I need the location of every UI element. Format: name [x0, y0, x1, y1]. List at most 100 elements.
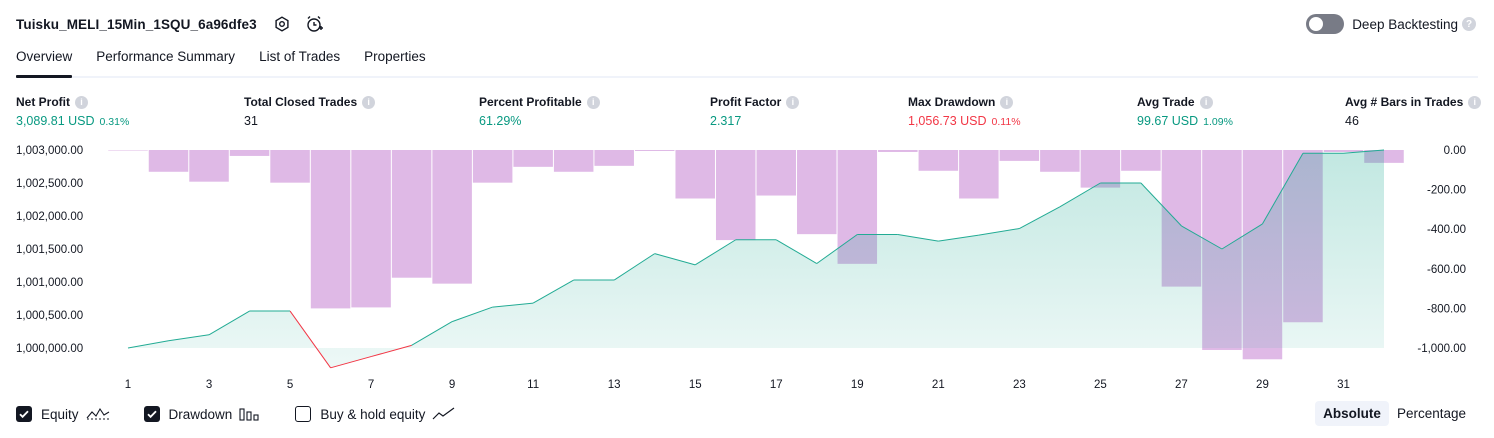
- equity-series: [127, 149, 1385, 369]
- drawdown-bar: [391, 150, 432, 278]
- x-axis: 1 3 5 7 9 11 13 15 17 19 21 23 25 27 29 31: [125, 379, 1350, 391]
- drawdown-bar: [918, 150, 959, 171]
- info-icon[interactable]: i: [362, 95, 376, 109]
- drawdown-bar: [1040, 150, 1080, 172]
- metric-value: 61.29%: [479, 114, 522, 128]
- equity-segment: [776, 239, 818, 264]
- legend-buy-hold[interactable]: Buy & hold equity: [295, 406, 456, 422]
- equity-segment: [127, 340, 169, 349]
- equity-segment: [451, 306, 493, 323]
- equity-segment: [492, 302, 534, 308]
- drawdown-bar: [797, 150, 837, 235]
- settings-icon[interactable]: [271, 13, 293, 35]
- percentage-button[interactable]: Percentage: [1396, 406, 1466, 421]
- left-tick-label: 1,001,500.00: [16, 244, 83, 256]
- equity-segment: [1140, 182, 1182, 227]
- right-tick-label: -400.00: [1427, 224, 1466, 236]
- right-tick-label: 0.00: [1444, 145, 1466, 157]
- left-tick-label: 1,003,000.00: [16, 145, 83, 157]
- equity-line-icon: [86, 407, 110, 421]
- chart-legend: Equity Drawdown Buy & hold equity: [16, 403, 490, 425]
- metric-value: 46: [1345, 114, 1359, 128]
- drawdown-bar: [270, 150, 310, 183]
- metric-value: 3,089.81 USD: [16, 114, 95, 128]
- equity-segment: [208, 310, 250, 336]
- metric-label: Profit Factor: [710, 95, 782, 109]
- tab-properties[interactable]: Properties: [364, 49, 426, 64]
- info-icon[interactable]: i: [1468, 95, 1482, 109]
- strategy-name: Tuisku_MELI_15Min_1SQU_6a96dfe3: [16, 16, 257, 32]
- info-icon[interactable]: i: [1000, 95, 1014, 109]
- drawdown-bar: [472, 150, 513, 183]
- drawdown-bar: [189, 150, 229, 182]
- equity-segment: [938, 234, 979, 242]
- right-tick-label: -800.00: [1427, 303, 1466, 315]
- tab-performance-summary[interactable]: Performance Summary: [96, 49, 236, 64]
- tab-overview[interactable]: Overview: [16, 46, 73, 78]
- metric-label: Avg # Bars in Trades: [1345, 95, 1464, 109]
- info-icon[interactable]: i: [586, 95, 600, 109]
- metric-label: Avg Trade: [1137, 95, 1195, 109]
- metric-label: Percent Profitable: [479, 95, 582, 109]
- equity-segment: [1059, 182, 1101, 208]
- equity-segment: [168, 334, 210, 342]
- equity-checkbox[interactable]: [16, 406, 32, 422]
- equity-segment: [370, 344, 412, 358]
- drawdown-bars-icon: [239, 407, 261, 421]
- equity-segment: [816, 234, 858, 264]
- metric-net-profit: Net Profit i 3,089.81 USD 0.31%: [16, 94, 129, 128]
- x-tick-label: 5: [287, 379, 293, 391]
- legend-equity[interactable]: Equity: [16, 406, 110, 422]
- legend-drawdown[interactable]: Drawdown: [143, 406, 262, 422]
- left-tick-label: 1,002,500.00: [16, 178, 83, 190]
- absolute-button[interactable]: Absolute: [1315, 401, 1389, 426]
- metric-max-drawdown: Max Drawdown i 1,056.73 USD 0.11%: [908, 94, 1021, 128]
- question-icon[interactable]: ?: [1462, 17, 1476, 31]
- drawdown-bar: [959, 150, 999, 199]
- metric-label: Total Closed Trades: [244, 95, 358, 109]
- left-tick-label: 1,000,000.00: [16, 343, 83, 355]
- drawdown-bar: [108, 150, 148, 151]
- metric-total-closed-trades: Total Closed Trades i 31: [244, 94, 376, 128]
- tab-list-of-trades[interactable]: List of Trades: [259, 49, 341, 64]
- drawdown-bar: [594, 150, 634, 166]
- buy-hold-checkbox[interactable]: [295, 406, 312, 422]
- drawdown-checkbox[interactable]: [143, 406, 160, 422]
- drawdown-bar: [999, 150, 1040, 161]
- x-tick-label: 11: [527, 379, 539, 391]
- equity-segment: [330, 356, 372, 369]
- metric-label: Net Profit: [16, 95, 70, 109]
- right-tick-label: -1,000.00: [1417, 343, 1466, 355]
- info-icon[interactable]: i: [75, 95, 88, 109]
- equity-area: [128, 150, 1384, 368]
- x-tick-label: 25: [1094, 379, 1107, 391]
- info-icon[interactable]: i: [1199, 95, 1213, 109]
- info-icon[interactable]: i: [786, 95, 800, 109]
- x-tick-label: 31: [1337, 379, 1350, 391]
- legend-label: Drawdown: [168, 406, 233, 422]
- equity-segment: [532, 279, 574, 304]
- metric-value: 31: [244, 114, 258, 128]
- deep-backtesting-toggle[interactable]: [1306, 14, 1345, 34]
- drawdown-bar: [634, 150, 675, 151]
- legend-label: Equity: [41, 406, 79, 422]
- equity-segment: [897, 233, 939, 242]
- x-tick-label: 23: [1013, 379, 1026, 391]
- right-axis: 0.00 -200.00 -400.00 -600.00 -800.00 -1,000.0…: [1417, 145, 1466, 355]
- drawdown-bar: [756, 150, 797, 196]
- metric-value: 99.67 USD: [1137, 114, 1199, 128]
- deep-backtesting-label: Deep Backtesting: [1352, 16, 1458, 32]
- left-tick-label: 1,001,000.00: [16, 277, 83, 289]
- add-alert-icon[interactable]: [303, 13, 325, 35]
- equity-segment: [1262, 153, 1304, 225]
- equity-segment: [654, 253, 696, 266]
- equity-segment: [289, 310, 331, 369]
- equity-drawdown-chart[interactable]: 1,003,000.00 1,002,500.00 1,002,000.00 1,00…: [0, 138, 1494, 396]
- left-tick-label: 1,000,500.00: [16, 310, 83, 322]
- equity-segment: [1221, 223, 1263, 250]
- metric-avg-trade: Avg Trade i 99.67 USD 1.09%: [1137, 94, 1233, 128]
- x-tick-label: 9: [449, 379, 455, 391]
- drawdown-bar: [310, 150, 351, 309]
- metric-sub: 1.09%: [1203, 116, 1233, 128]
- x-tick-label: 1: [125, 379, 131, 391]
